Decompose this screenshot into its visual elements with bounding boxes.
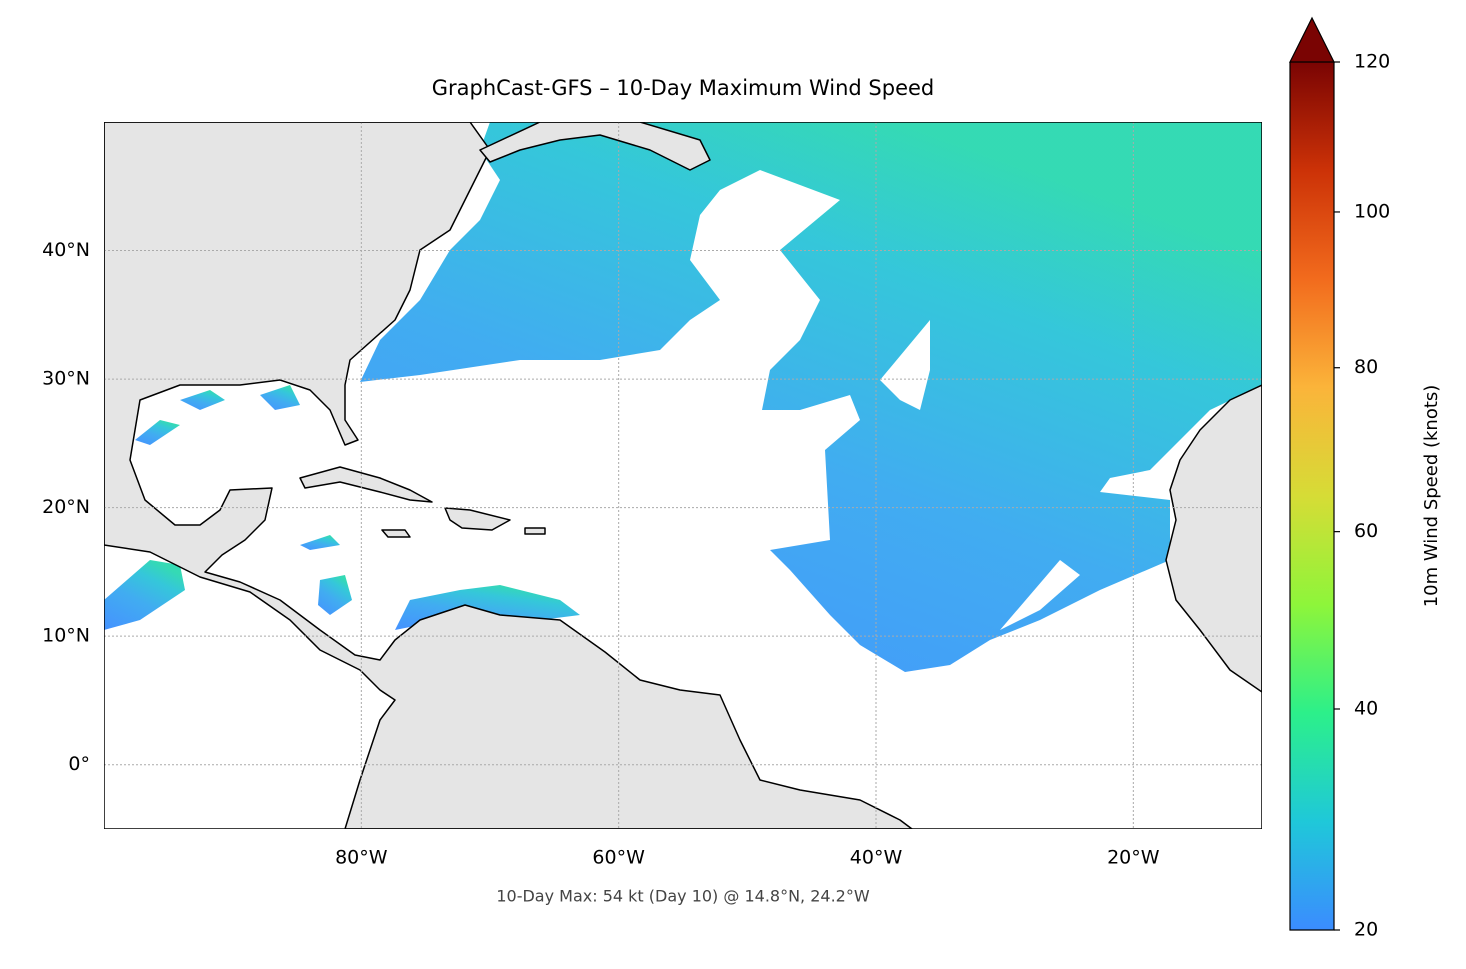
graticule (104, 122, 1262, 829)
colorbar-label: 10m Wind Speed (knots) (1421, 385, 1442, 608)
wind-region (260, 385, 300, 410)
land-africa (1165, 384, 1262, 693)
wind-region (360, 122, 1262, 672)
land-cuba (299, 466, 433, 503)
x-tick-label: 20°W (1107, 847, 1160, 869)
land-jamaica (381, 529, 411, 538)
wind-region (300, 535, 340, 550)
wind-region (104, 560, 185, 630)
wind-region (135, 420, 180, 445)
land-hispaniola (444, 507, 511, 531)
y-tick-label: 30°N (42, 368, 90, 390)
axis-labels: 80°W 60°W 40°W 20°W 0° 10°N 20°N 30°N 40°N (42, 239, 1160, 868)
colorbar-tick-label: 100 (1354, 200, 1390, 222)
colorbar-tick-label: 40 (1354, 697, 1378, 719)
calm-region (1000, 560, 1080, 630)
y-tick-label: 40°N (42, 239, 90, 261)
wind-region (180, 390, 225, 410)
annotation: 10-Day Max: 54 kt (Day 10) @ 14.8°N, 24.… (496, 887, 870, 906)
y-tick-label: 20°N (42, 496, 90, 518)
colorbar-tick-label: 120 (1354, 51, 1390, 73)
map-area (104, 122, 1262, 829)
wind-region (318, 575, 352, 615)
y-tick-label: 0° (68, 753, 90, 775)
land-canada (479, 122, 711, 171)
land-puerto-rico (524, 527, 546, 535)
calm-region (880, 320, 930, 410)
colorbar-tick-label: 80 (1354, 356, 1378, 378)
colorbar-frame (1289, 62, 1335, 931)
colorbar-extension (1289, 16, 1335, 63)
land-americas (104, 122, 913, 829)
wind-field (104, 122, 1262, 672)
x-tick-label: 80°W (335, 847, 388, 869)
colorbar: 20 40 60 80 100 120 (1289, 16, 1390, 941)
x-tick-label: 40°W (850, 847, 903, 869)
map-title: GraphCast-GFS – 10-Day Maximum Wind Spee… (432, 76, 935, 100)
x-tick-label: 60°W (592, 847, 645, 869)
colorbar-tick-label: 20 (1354, 919, 1378, 941)
colorbar-tick-label: 60 (1354, 520, 1378, 542)
colorbar-gradient (1290, 62, 1334, 930)
y-tick-label: 10°N (42, 625, 90, 647)
